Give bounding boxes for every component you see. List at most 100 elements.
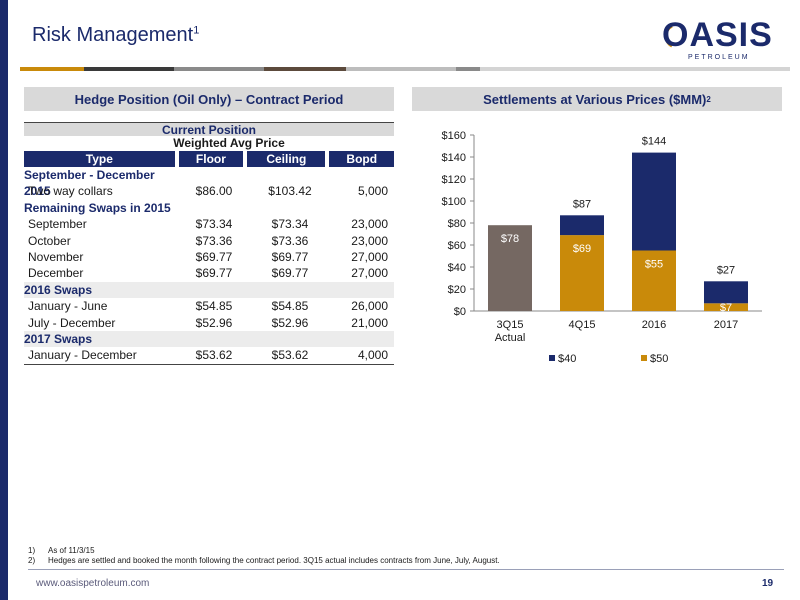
row-ceiling: $52.96	[271, 315, 309, 330]
page-title: Risk Management1	[32, 24, 200, 46]
total-label: $144	[642, 136, 666, 148]
col-bopd-header: Bopd	[329, 151, 395, 167]
logo-word: OASIS	[662, 16, 773, 54]
row-bopd: 21,000	[351, 315, 388, 330]
row-type: September	[28, 217, 87, 232]
header-stripe-gold	[20, 67, 84, 71]
settlements-heading: Settlements at Various Prices ($MM) 2	[412, 87, 782, 111]
table-row: November $69.77 $69.77 27,000	[24, 249, 394, 265]
bar-segment	[704, 281, 748, 304]
logo-sub: PETROLEUM	[688, 54, 750, 61]
data-label: $69	[573, 243, 591, 255]
section-label: Remaining Swaps in 2015	[24, 200, 171, 215]
table-section-row: 2017 Swaps	[24, 330, 394, 348]
row-bopd: 5,000	[357, 184, 388, 199]
row-ceiling: $69.77	[271, 266, 309, 281]
header-stripe-gray	[174, 67, 264, 71]
settlements-chart-svg: $0 $20 $40 $60 $80 $100 $120 $140 $160 3Q15Actual…	[442, 130, 762, 365]
table-section-row: September - December 2015	[24, 167, 394, 199]
hedge-position-heading: Hedge Position (Oil Only) – Contract Per…	[24, 87, 394, 111]
row-floor: $69.77	[195, 249, 233, 264]
col-ceiling-header: Ceiling	[247, 151, 326, 167]
header-stripe-brown	[264, 67, 346, 71]
row-type: December	[28, 266, 84, 281]
x-tick-label: 2017	[714, 319, 738, 331]
data-label: $55	[645, 259, 663, 271]
bar-segment	[560, 235, 604, 311]
col-type-header: Type	[24, 151, 175, 167]
row-floor: $54.85	[195, 299, 233, 314]
y-tick-label: $80	[448, 218, 466, 230]
data-label: $7	[720, 302, 732, 314]
row-ceiling: $54.85	[271, 299, 309, 314]
row-type: Two way collars	[28, 184, 113, 199]
header-stripe-dark	[84, 67, 174, 71]
section-label: 2016 Swaps	[24, 282, 93, 297]
bar-segment	[632, 152, 676, 251]
legend-swatch	[641, 355, 647, 361]
x-tick-label: 2016	[642, 319, 666, 331]
row-bopd: 27,000	[351, 266, 388, 281]
y-tick-label: $120	[442, 174, 466, 186]
data-label: $78	[501, 233, 519, 245]
bar-segment	[704, 303, 748, 311]
table-row: September $73.34 $73.34 23,000	[24, 216, 394, 232]
y-tick-label: $40	[448, 262, 466, 274]
table-bottom-rule	[24, 363, 394, 365]
row-type: January - December	[28, 348, 137, 363]
weighted-avg-price-label: Weighted Avg Price	[173, 136, 285, 150]
footnotes: 1) As of 11/3/15 2) Hedges are settled and…	[28, 546, 500, 566]
x-tick-label: 3Q15	[497, 319, 524, 331]
row-floor: $73.36	[195, 233, 233, 248]
bar-segment	[560, 215, 604, 236]
x-tick-label: Actual	[495, 332, 526, 344]
y-tick-label: $160	[442, 130, 466, 142]
row-ceiling: $69.77	[271, 249, 309, 264]
row-bopd: 26,000	[351, 299, 388, 314]
current-position-label: Current Position	[24, 122, 394, 137]
row-floor: $73.34	[195, 217, 233, 232]
row-floor: $86.00	[195, 184, 233, 199]
row-ceiling: $103.42	[268, 184, 312, 199]
oasis-petroleum-logo: OASIS PETROLEUM	[662, 18, 774, 62]
row-bopd: 23,000	[351, 217, 388, 232]
row-type: November	[28, 249, 84, 264]
bar-segment	[632, 250, 676, 311]
footer-rule	[28, 569, 784, 570]
section-label: 2017 Swaps	[24, 331, 93, 346]
page-number: 19	[762, 578, 774, 589]
table-header-row: Type Floor Ceiling Bopd	[24, 151, 395, 167]
section-label: September - December 2015	[24, 168, 155, 199]
row-ceiling: $73.36	[271, 233, 309, 248]
settlements-chart: $0 $20 $40 $60 $80 $100 $120 $140 $160 3Q15 Actual…	[412, 122, 782, 382]
left-accent-bar	[0, 0, 8, 600]
y-tick-label: $60	[448, 240, 466, 252]
table-row: July - December $52.96 $52.96 21,000	[24, 315, 394, 331]
x-tick-label: 4Q15	[569, 319, 596, 331]
footer-url[interactable]: www.oasispetroleum.com	[36, 578, 150, 589]
table-row: Two way collars $86.00 $103.42 5,000	[24, 183, 394, 199]
row-bopd: 4,000	[357, 348, 388, 363]
table-row: October $73.36 $73.36 23,000	[24, 233, 394, 249]
row-type: July - December	[28, 315, 116, 330]
footnote-1: 1) As of 11/3/15	[28, 546, 95, 555]
footnote-2: 2) Hedges are settled and booked the mont…	[28, 556, 500, 565]
table-row: January - December $53.62 $53.62 4,000	[24, 347, 394, 363]
row-type: October	[28, 233, 71, 248]
table-row: December $69.77 $69.77 27,000	[24, 265, 394, 281]
total-label: $87	[573, 198, 591, 210]
y-tick-label: $140	[442, 152, 466, 164]
row-ceiling: $73.34	[271, 217, 309, 232]
total-label: $27	[717, 264, 735, 276]
header-stripe-pale	[480, 67, 790, 71]
row-ceiling: $53.62	[271, 348, 309, 363]
col-floor-header: Floor	[178, 151, 244, 167]
row-bopd: 27,000	[351, 249, 388, 264]
row-floor: $69.77	[195, 266, 233, 281]
row-bopd: 23,000	[351, 233, 388, 248]
legend-label: $40	[558, 353, 576, 365]
header-stripe-mid	[456, 67, 480, 71]
row-floor: $53.62	[195, 348, 233, 363]
table-section-row: 2016 Swaps	[24, 281, 394, 299]
legend-label: $50	[650, 353, 668, 365]
